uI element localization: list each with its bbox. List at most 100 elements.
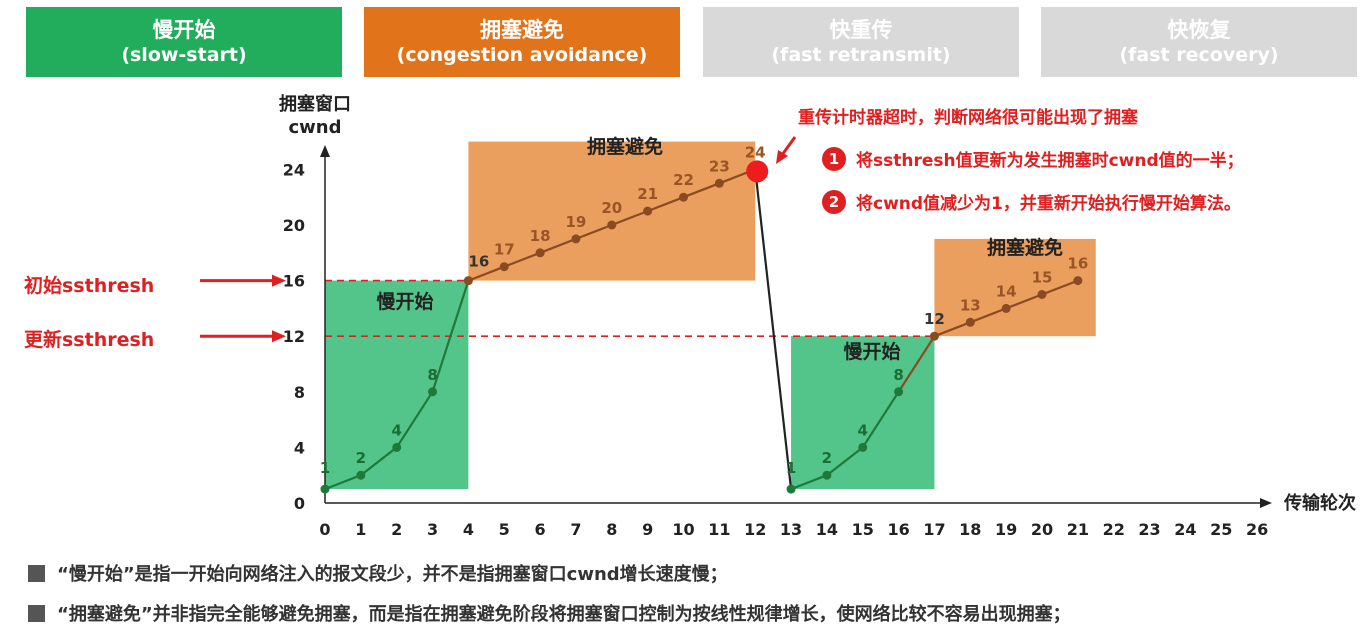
action-1-badge: 1 <box>822 146 846 171</box>
data-label: 8 <box>427 366 437 384</box>
x-tick-label: 14 <box>816 520 838 539</box>
series-segment <box>468 265 505 282</box>
region-label-3: 拥塞避免 <box>987 236 1063 259</box>
data-label: 16 <box>468 253 489 271</box>
series-segment <box>1041 279 1079 296</box>
x-tick-label: 8 <box>606 520 617 539</box>
tab-fast-recovery: 快恢复 (fast recovery) <box>1041 7 1357 77</box>
tab-congestion-avoidance: 拥塞避免 (congestion avoidance) <box>364 7 680 77</box>
x-tick-label: 6 <box>535 520 546 539</box>
series-segment <box>431 280 470 393</box>
x-tick-label: 21 <box>1067 520 1089 539</box>
data-label: 1 <box>320 459 330 477</box>
x-tick-label: 1 <box>355 520 366 539</box>
bullet-square-icon <box>28 564 45 582</box>
y-tick-label: 4 <box>294 438 305 457</box>
data-point <box>822 470 832 480</box>
region-label-1: 拥塞避免 <box>587 135 663 158</box>
x-tick-label: 9 <box>642 520 653 539</box>
x-tick-label: 26 <box>1246 520 1268 539</box>
series-segment <box>395 391 434 448</box>
data-label: 18 <box>530 227 551 245</box>
data-label: 21 <box>637 185 658 203</box>
series-segment <box>539 237 577 254</box>
x-tick-label: 15 <box>852 520 874 539</box>
region-0 <box>325 280 469 490</box>
x-tick-label: 2 <box>391 520 402 539</box>
timeout-note: 重传计时器超时，判断网络很可能出现了拥塞 <box>798 108 1138 128</box>
x-tick-label: 0 <box>319 520 330 539</box>
series-segment <box>934 321 971 338</box>
data-label: 8 <box>893 366 903 384</box>
note-slow-start: “慢开始”是指一开始向网络注入的报文段少，并不是指拥塞窗口cwnd增长速度慢； <box>28 560 728 586</box>
data-label: 16 <box>1067 255 1088 273</box>
y-tick-label: 12 <box>283 327 305 346</box>
region-3 <box>934 238 1096 337</box>
x-axis-title: 传输轮次 <box>1283 492 1356 514</box>
tab-slow-start: 慢开始 (slow-start) <box>26 7 342 77</box>
tab-fast-retransmit: 快重传 (fast retransmit) <box>703 7 1019 77</box>
series-segment <box>754 169 793 490</box>
data-point <box>1073 276 1083 286</box>
data-label: 1 <box>786 459 796 477</box>
series-segment <box>503 251 541 268</box>
threshold-arrow-head-1 <box>272 330 286 343</box>
data-point <box>320 484 330 494</box>
tab-slow-start-title: 慢开始 <box>152 18 216 42</box>
y-tick-label: 8 <box>294 383 305 402</box>
series-segment <box>647 196 684 213</box>
data-point <box>463 276 473 286</box>
x-tick-label: 24 <box>1174 520 1196 539</box>
updated-ssthresh-label: 更新ssthresh <box>24 329 155 351</box>
y-tick-label: 24 <box>283 160 305 179</box>
data-point <box>1001 303 1011 313</box>
data-point <box>392 442 402 452</box>
action-1-text: 将ssthresh值更新为发生拥塞时cwnd值的一半； <box>856 151 1244 171</box>
x-tick-label: 22 <box>1103 520 1125 539</box>
data-point <box>894 387 904 397</box>
x-tick-label: 16 <box>887 520 909 539</box>
data-label: 2 <box>822 449 832 467</box>
tab-fast-recovery-subtitle: (fast recovery) <box>1119 44 1279 66</box>
data-label: 12 <box>924 310 945 328</box>
x-tick-label: 4 <box>463 520 474 539</box>
x-tick-label: 7 <box>570 520 581 539</box>
data-point <box>571 234 581 244</box>
region-1 <box>468 141 756 281</box>
data-point <box>679 192 688 202</box>
x-tick-label: 11 <box>708 520 730 539</box>
timeout-marker <box>746 160 769 183</box>
series-segment <box>790 474 828 491</box>
x-axis-arrow-icon <box>1260 498 1272 508</box>
series-segment <box>575 223 613 240</box>
series-segment <box>1005 293 1043 310</box>
data-label: 19 <box>566 213 587 231</box>
tab-fast-recovery-title: 快恢复 <box>1167 18 1231 42</box>
region-2 <box>791 336 935 490</box>
data-label: 24 <box>745 143 766 161</box>
data-point <box>535 248 545 258</box>
series-segment <box>861 391 900 448</box>
series-segment <box>683 182 720 199</box>
tab-fast-retransmit-title: 快重传 <box>829 18 893 42</box>
data-point <box>428 387 438 397</box>
tab-slow-start-subtitle: (slow-start) <box>121 44 247 66</box>
x-tick-label: 18 <box>959 520 981 539</box>
data-label: 14 <box>996 282 1017 300</box>
region-label-2: 慢开始 <box>843 340 900 363</box>
y-tick-label: 16 <box>283 272 305 291</box>
x-tick-label: 17 <box>923 520 945 539</box>
note-congestion-avoidance: “拥塞避免”并非指完全能够避免拥塞，而是指在拥塞避免阶段将拥塞窗口控制为按线性规… <box>28 600 1071 626</box>
action-2-badge: 2 <box>822 189 846 214</box>
action-2-text: 将cwnd值减少为1，并重新开始执行慢开始算法。 <box>856 194 1241 214</box>
data-point <box>965 317 975 327</box>
action-2: 2 将cwnd值减少为1，并重新开始执行慢开始算法。 <box>822 189 1241 214</box>
data-label: 22 <box>673 171 694 189</box>
y-tick-label: 0 <box>294 494 305 513</box>
timeout-arrow-head-icon <box>776 150 788 164</box>
data-label: 2 <box>356 449 366 467</box>
timeout-arrow-line <box>780 136 797 156</box>
x-tick-label: 13 <box>780 520 802 539</box>
tab-congestion-avoidance-subtitle: (congestion avoidance) <box>396 44 648 66</box>
